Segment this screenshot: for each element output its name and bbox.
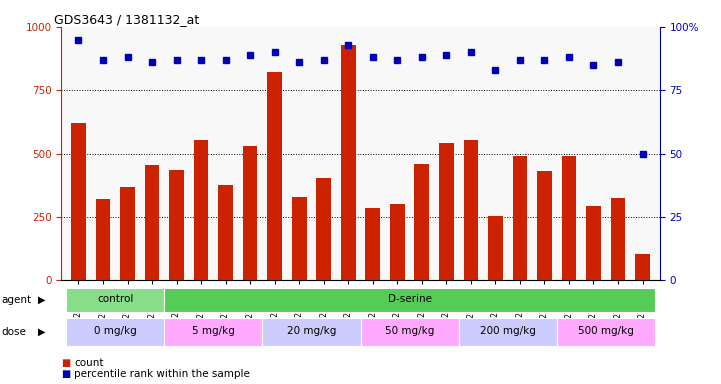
Text: dose: dose xyxy=(1,327,27,337)
Bar xyxy=(218,185,233,280)
Bar xyxy=(557,318,655,346)
Bar xyxy=(145,165,159,280)
Text: 50 mg/kg: 50 mg/kg xyxy=(385,326,434,336)
Bar xyxy=(488,216,503,280)
Text: ■: ■ xyxy=(61,358,71,368)
Bar xyxy=(164,288,655,312)
Text: ▶: ▶ xyxy=(38,295,45,305)
Text: count: count xyxy=(74,358,104,368)
Bar xyxy=(194,140,208,280)
Bar xyxy=(71,123,86,280)
Bar xyxy=(415,164,429,280)
Bar xyxy=(360,318,459,346)
Bar xyxy=(537,171,552,280)
Text: GDS3643 / 1381132_at: GDS3643 / 1381132_at xyxy=(54,13,199,26)
Bar xyxy=(317,178,331,280)
Text: percentile rank within the sample: percentile rank within the sample xyxy=(74,369,250,379)
Bar xyxy=(66,318,164,346)
Text: 200 mg/kg: 200 mg/kg xyxy=(479,326,536,336)
Text: 0 mg/kg: 0 mg/kg xyxy=(94,326,136,336)
Text: 500 mg/kg: 500 mg/kg xyxy=(578,326,634,336)
Bar xyxy=(513,156,527,280)
Text: ▶: ▶ xyxy=(38,327,45,337)
Bar xyxy=(611,198,625,280)
Bar xyxy=(66,288,164,312)
Text: ■: ■ xyxy=(61,369,71,379)
Text: D-serine: D-serine xyxy=(388,295,432,305)
Bar xyxy=(366,208,380,280)
Bar xyxy=(635,254,650,280)
Bar xyxy=(164,318,262,346)
Bar xyxy=(341,45,355,280)
Bar xyxy=(120,187,135,280)
Bar xyxy=(262,318,360,346)
Text: agent: agent xyxy=(1,295,32,305)
Bar xyxy=(243,146,257,280)
Bar xyxy=(96,199,110,280)
Bar xyxy=(267,73,282,280)
Bar xyxy=(390,204,404,280)
Bar xyxy=(292,197,306,280)
Bar xyxy=(439,144,454,280)
Text: 20 mg/kg: 20 mg/kg xyxy=(287,326,336,336)
Bar xyxy=(562,156,576,280)
Bar xyxy=(169,170,184,280)
Text: 5 mg/kg: 5 mg/kg xyxy=(192,326,235,336)
Bar xyxy=(586,205,601,280)
Bar xyxy=(464,140,478,280)
Bar xyxy=(459,318,557,346)
Text: control: control xyxy=(97,295,133,305)
